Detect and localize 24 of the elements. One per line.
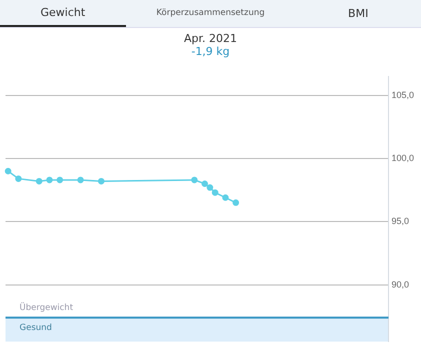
y-tick-label: 95,0 xyxy=(391,216,410,226)
point xyxy=(212,189,218,196)
text: Gewicht xyxy=(0,0,126,27)
point xyxy=(36,178,42,184)
point xyxy=(98,178,104,184)
point xyxy=(232,199,240,206)
point xyxy=(56,176,64,184)
y-tick-label: 100,0 xyxy=(391,152,414,163)
y-tick-label: 90,0 xyxy=(391,279,410,290)
y-tick-label: 105,0 xyxy=(391,90,414,100)
chart-title: Apr. 2021 xyxy=(182,32,238,45)
text: BMI xyxy=(347,6,370,22)
point xyxy=(206,184,214,191)
band-label: Gesund xyxy=(20,322,52,333)
point xyxy=(191,176,198,184)
text: Körperzusammensetzung xyxy=(155,7,266,20)
point xyxy=(202,180,208,187)
chart-subtitle: -1,9 kg xyxy=(190,45,231,58)
ref-line-label: Übergewicht xyxy=(20,302,74,313)
point xyxy=(46,176,53,184)
point xyxy=(222,194,229,201)
point xyxy=(4,168,12,174)
point xyxy=(77,176,84,184)
point xyxy=(15,175,22,182)
